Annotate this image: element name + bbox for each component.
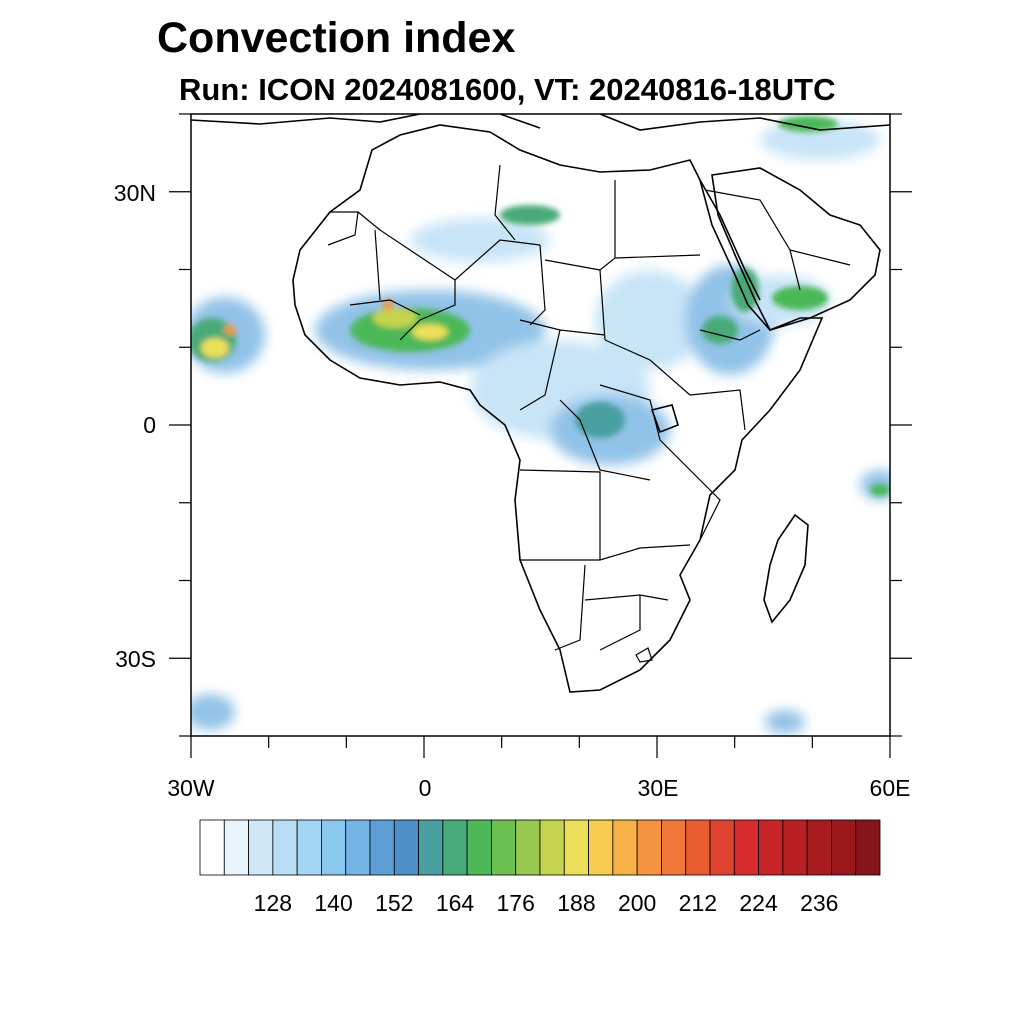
cell-south-indian [765,710,805,734]
cell-sudan [595,270,705,370]
colorbar-label: 224 [739,890,778,916]
cell-sahel-north [410,218,550,262]
lat-label-30n: 30N [113,180,156,206]
colorbar-swatch [272,819,298,876]
colorbar-swatch [466,819,492,876]
colorbar-label: 152 [375,890,414,916]
convection-field [191,116,890,734]
colorbar-swatch [661,819,687,876]
plot-subtitle: Run: ICON 2024081600, VT: 20240816-18UTC [179,72,836,107]
colorbar-label: 164 [435,890,475,916]
colorbar-swatch [563,819,589,876]
colorbar-swatch [709,819,735,876]
colorbar-swatch [369,819,395,876]
colorbar-swatch [345,819,371,876]
colorbar-label: 236 [800,890,839,916]
colorbar-swatch [515,819,541,876]
caspian-red-sea [699,179,761,301]
colorbar-swatch [758,819,784,876]
colorbar-swatch [321,819,347,876]
colorbar-label: 176 [496,890,535,916]
lon-label-60e: 60E [869,775,911,801]
colorbar-swatch [636,819,662,876]
colorbar-label: 128 [253,890,293,916]
colorbar-label: 200 [617,890,657,916]
colorbar-swatch [588,819,614,876]
colorbar-swatch [491,819,517,876]
colorbar-swatch [806,819,832,876]
country-borders [327,164,851,663]
colorbar-swatch [248,819,274,876]
colorbar-swatch [685,819,711,876]
cell-south-atlantic [191,694,235,730]
colorbar-label: 188 [557,890,596,916]
colorbar-swatch [855,819,881,876]
lat-label-30s: 30S [115,646,156,672]
lake-victoria [650,404,679,434]
lon-label-30w: 30W [167,775,215,801]
colorbar-swatch [418,819,444,876]
colorbar-swatch [539,819,565,876]
africa-outline [292,124,824,693]
colorbar [199,819,881,876]
coastlines [191,114,890,693]
colorbar-swatch [612,819,638,876]
plot-title: Convection index [157,14,516,62]
colorbar-swatch [223,819,249,876]
lon-label-0: 0 [418,775,432,801]
arabia-outline [711,167,881,331]
colorbar-swatch [199,819,225,876]
colorbar-swatch [733,819,759,876]
colorbar-label: 212 [678,890,718,916]
axis-ticks [169,113,912,758]
europe-coast [191,114,890,131]
colorbar-swatch [393,819,419,876]
lat-label-0: 0 [143,412,156,438]
colorbar-swatch [442,819,468,876]
colorbar-swatch [831,819,857,876]
lon-label-30e: 30E [637,775,679,801]
colorbar-swatch [782,819,808,876]
madagascar-outline [763,513,809,624]
colorbar-swatch [296,819,322,876]
colorbar-label: 140 [314,890,353,916]
